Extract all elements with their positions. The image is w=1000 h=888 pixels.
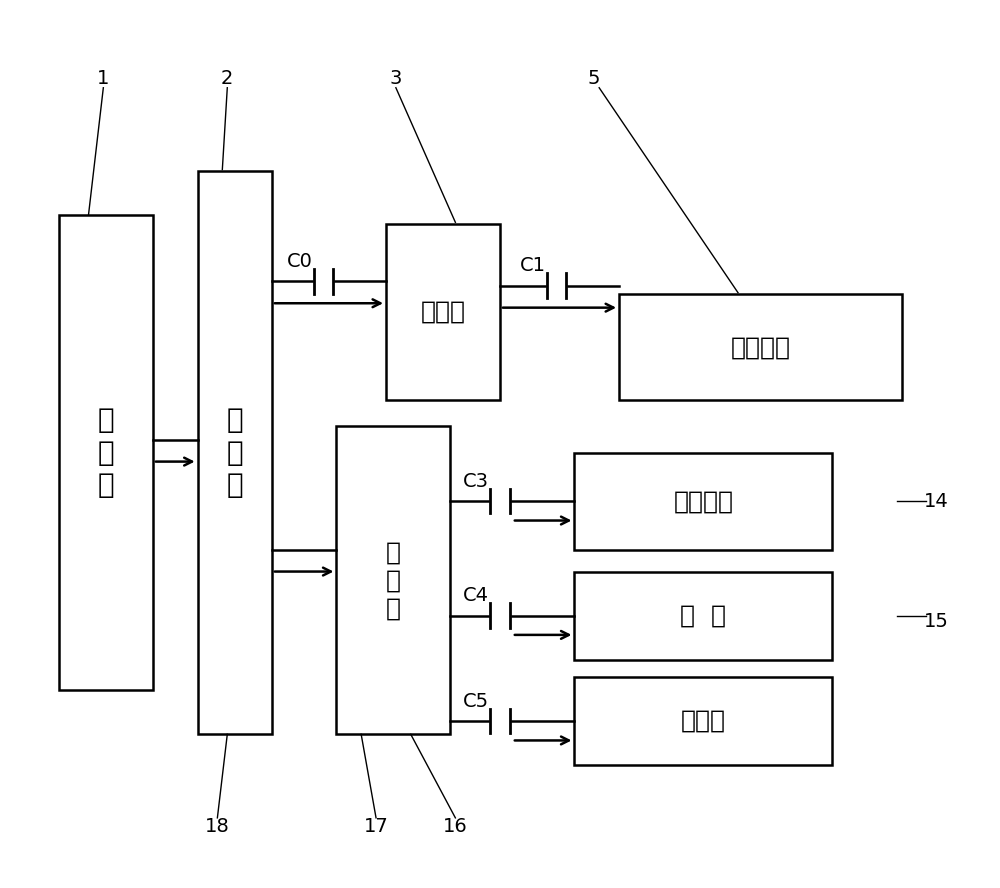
Text: 低压水泵: 低压水泵 bbox=[730, 336, 790, 360]
Text: C5: C5 bbox=[463, 692, 489, 710]
Text: 分
动
箱: 分 动 箱 bbox=[386, 541, 401, 620]
Text: 变速箱: 变速箱 bbox=[420, 300, 465, 324]
Text: C3: C3 bbox=[463, 472, 489, 491]
Text: 15: 15 bbox=[924, 612, 949, 631]
Bar bbox=[574, 678, 832, 765]
Bar bbox=[386, 224, 500, 400]
Text: C0: C0 bbox=[287, 251, 313, 271]
Bar bbox=[574, 572, 832, 660]
Text: 16: 16 bbox=[443, 817, 468, 836]
Bar bbox=[59, 215, 153, 690]
Text: 14: 14 bbox=[924, 492, 949, 511]
Text: 17: 17 bbox=[364, 817, 388, 836]
Text: 发
动
机: 发 动 机 bbox=[98, 407, 114, 499]
Text: 高压水泵: 高压水泵 bbox=[673, 489, 733, 513]
Bar bbox=[574, 453, 832, 550]
Text: C4: C4 bbox=[463, 586, 489, 605]
Text: 风  机: 风 机 bbox=[680, 604, 726, 628]
Text: 液压泵: 液压泵 bbox=[681, 710, 726, 733]
Text: 取
力
器: 取 力 器 bbox=[226, 407, 243, 499]
Bar bbox=[198, 171, 272, 734]
Text: 1: 1 bbox=[97, 69, 110, 89]
Text: 18: 18 bbox=[205, 817, 230, 836]
Bar bbox=[336, 426, 450, 734]
Bar bbox=[619, 295, 902, 400]
Text: C1: C1 bbox=[520, 256, 546, 275]
Text: 3: 3 bbox=[390, 69, 402, 89]
Text: 2: 2 bbox=[221, 69, 233, 89]
Text: 5: 5 bbox=[588, 69, 600, 89]
